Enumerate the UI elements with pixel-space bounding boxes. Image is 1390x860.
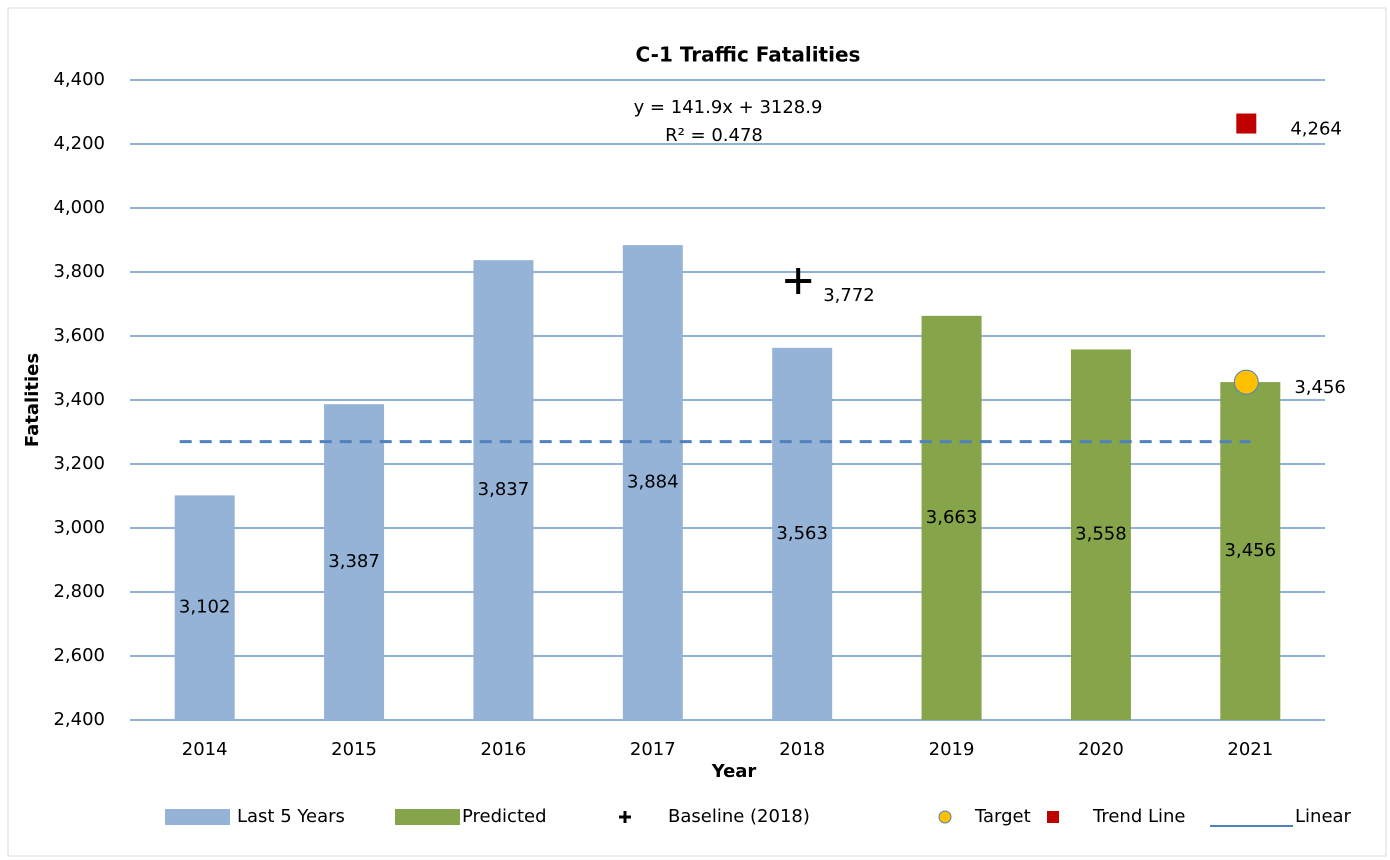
data-label: 3,663 xyxy=(926,507,978,528)
x-tick-label: 2017 xyxy=(630,739,676,760)
bar xyxy=(473,260,534,720)
y-axis-title: Fatalities xyxy=(22,353,43,447)
y-tick-label: 3,600 xyxy=(53,325,105,346)
y-tick-label: 2,600 xyxy=(53,645,105,666)
legend-label: Last 5 Years xyxy=(237,806,345,827)
legend-swatch xyxy=(1047,811,1059,823)
legend-swatch xyxy=(619,811,631,823)
x-tick-label: 2021 xyxy=(1227,739,1273,760)
legend-label: Trend Line xyxy=(1092,806,1186,827)
legend-label: Target xyxy=(974,806,1031,827)
legend-label: Baseline (2018) xyxy=(668,806,810,827)
marker xyxy=(785,267,812,294)
x-tick-label: 2020 xyxy=(1078,739,1124,760)
data-label: 3,387 xyxy=(328,551,380,572)
y-tick-label: 4,400 xyxy=(53,69,105,90)
data-label: 3,563 xyxy=(776,523,828,544)
data-label: 3,102 xyxy=(179,597,231,618)
bar xyxy=(921,315,982,720)
annotation: R² = 0.478 xyxy=(665,125,763,146)
x-tick-label: 2016 xyxy=(481,739,527,760)
bar xyxy=(622,245,683,720)
bar xyxy=(1220,382,1281,720)
data-label: 4,264 xyxy=(1290,119,1342,140)
chart-title: C-1 Traffic Fatalities xyxy=(636,43,861,67)
bar xyxy=(324,404,385,720)
y-tick-label: 3,800 xyxy=(53,261,105,282)
x-tick-label: 2018 xyxy=(779,739,825,760)
marker xyxy=(1236,113,1257,134)
annotation: y = 141.9x + 3128.9 xyxy=(634,97,823,118)
y-tick-label: 2,800 xyxy=(53,581,105,602)
data-label: 3,558 xyxy=(1075,524,1127,545)
bar xyxy=(1070,349,1131,720)
y-tick-label: 3,400 xyxy=(53,389,105,410)
y-tick-label: 3,000 xyxy=(53,517,105,538)
bar xyxy=(772,347,833,720)
x-tick-label: 2014 xyxy=(182,739,228,760)
legend-swatch xyxy=(395,809,460,825)
chart-border xyxy=(7,7,1387,857)
legend-label: Predicted xyxy=(462,806,547,827)
y-tick-label: 2,400 xyxy=(53,709,105,730)
data-label: 3,456 xyxy=(1294,377,1346,398)
data-label: 3,456 xyxy=(1225,540,1277,561)
x-tick-label: 2019 xyxy=(929,739,975,760)
legend-swatch xyxy=(938,810,952,824)
data-label: 3,884 xyxy=(627,472,679,493)
legend-label: Linear xyxy=(1295,806,1352,827)
legend-swatch xyxy=(165,809,230,825)
marker xyxy=(1233,369,1259,395)
bar xyxy=(174,495,235,720)
x-tick-label: 2015 xyxy=(331,739,377,760)
data-label: 3,837 xyxy=(478,479,530,500)
y-tick-label: 3,200 xyxy=(53,453,105,474)
x-axis-title: Year xyxy=(711,761,757,782)
y-tick-label: 4,000 xyxy=(53,197,105,218)
data-label: 3,772 xyxy=(823,285,875,306)
y-tick-label: 4,200 xyxy=(53,133,105,154)
